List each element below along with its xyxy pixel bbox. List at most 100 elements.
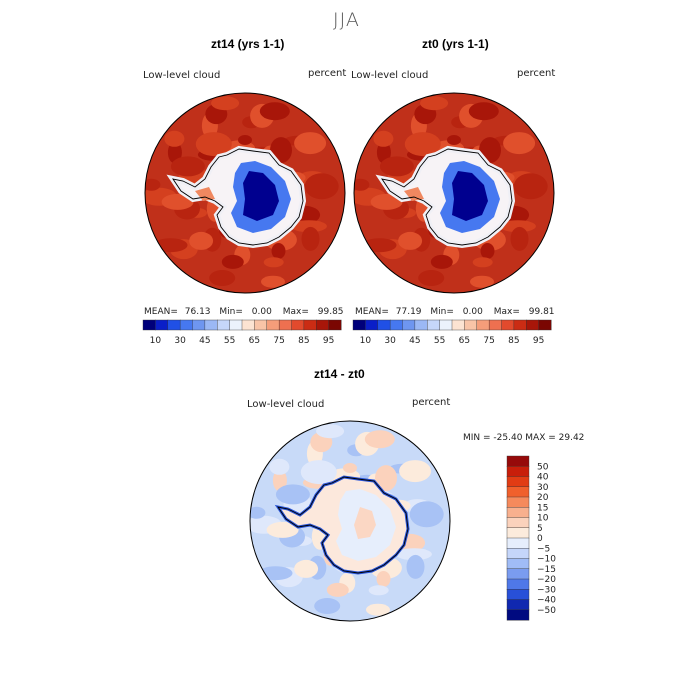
ocean-patch (373, 130, 394, 147)
ocean-patch (259, 102, 290, 121)
ocean-patch (301, 226, 320, 251)
colorbar-swatch (179, 319, 194, 331)
colorbar-tick-label: −30 (537, 585, 556, 595)
panel-1-title: zt14 (yrs 1-1) (211, 37, 285, 51)
colorbar-tick-label: 20 (537, 493, 549, 503)
ocean-patch (447, 135, 461, 145)
season-title: JJA (333, 9, 360, 31)
colorbar-tick-label: 85 (508, 336, 519, 346)
ocean-patch (399, 460, 432, 483)
ocean-patch (261, 275, 285, 288)
colorbar-swatch (506, 568, 530, 580)
ocean-patch (375, 465, 397, 492)
colorbar-tick-label: 65 (459, 336, 470, 346)
colorbar-tick-label: 40 (537, 473, 549, 483)
ocean-patch (499, 220, 536, 233)
colorbar-swatch (526, 319, 540, 331)
ocean-patch (300, 460, 337, 485)
diff-panel-title: zt14 - zt0 (314, 367, 365, 381)
ocean-patch (395, 548, 432, 561)
panel-2-min-label: Min= (430, 307, 454, 317)
colorbar-swatch (506, 589, 530, 601)
colorbar-tick-label: −20 (537, 575, 556, 585)
ocean-patch (368, 585, 389, 596)
colorbar-swatch (328, 319, 342, 331)
ocean-patch (161, 193, 194, 210)
colorbar-swatch (167, 319, 181, 331)
panel-1-map (144, 92, 346, 294)
panel-2-title: zt0 (yrs 1-1) (422, 37, 489, 51)
panel-1-max: 99.85 (317, 307, 344, 317)
ocean-patch (272, 469, 287, 492)
colorbar-swatch (501, 319, 515, 331)
colorbar-tick-label: 65 (249, 336, 260, 346)
colorbar-swatch (414, 319, 428, 331)
panel-1-min: 0.00 (251, 307, 272, 317)
colorbar-tick-label: 55 (434, 336, 445, 346)
colorbar-swatch (365, 319, 379, 331)
colorbar-swatch (506, 558, 530, 570)
antarctic-diff-core (354, 507, 376, 539)
ocean-patch (430, 254, 453, 269)
ocean-patch (510, 226, 529, 251)
ocean-patch (290, 220, 327, 233)
colorbar-swatch (217, 319, 231, 331)
ocean-patch (250, 506, 266, 519)
ocean-patch (326, 582, 349, 597)
ocean-patch (370, 193, 403, 210)
colorbar-tick-label: 5 (537, 524, 543, 534)
colorbar-tick-label: 30 (537, 483, 549, 493)
ocean-patch (275, 484, 310, 505)
colorbar-tick-label: 85 (298, 336, 309, 346)
colorbar-tick-label: 50 (537, 462, 549, 472)
colorbar-swatch (229, 319, 243, 331)
coastline (172, 148, 304, 246)
colorbar-swatch (506, 548, 530, 560)
panel-1-stats: MEAN= 76.13 Min= 0.00 Max= 99.85 (144, 307, 344, 317)
colorbar-swatch (476, 319, 490, 331)
colorbar-swatch (506, 476, 530, 488)
colorbar-tick-label: −10 (537, 555, 556, 565)
panel-2-units: percent (517, 68, 556, 79)
panel-1-mean: 76.13 (184, 307, 211, 317)
map-border (249, 420, 451, 622)
coastline (277, 476, 409, 574)
colorbar-swatch (352, 319, 366, 331)
ocean-patch (195, 132, 232, 157)
ocean-patch (513, 173, 548, 200)
colorbar-tick-label: 10 (360, 336, 372, 346)
colorbar-swatch (278, 319, 293, 331)
ocean-patch (167, 141, 182, 164)
colorbar-swatch (142, 319, 156, 331)
panel-2-variable: Low-level cloud (351, 70, 429, 81)
colorbar-tick-label: 95 (533, 336, 544, 346)
ocean-patch (314, 598, 341, 614)
ocean-patch (258, 566, 293, 581)
colorbar-swatch (266, 319, 280, 331)
colorbar-tick-label: 30 (384, 336, 396, 346)
panel-2-stats: MEAN= 77.19 Min= 0.00 Max= 99.81 (355, 307, 555, 317)
map-border (144, 92, 346, 294)
ocean-patch (404, 132, 441, 157)
colorbar-swatch (402, 319, 416, 331)
colorbar-swatch (451, 319, 465, 331)
coastline (381, 148, 513, 246)
map-border (353, 92, 555, 294)
panel-2-map (353, 92, 555, 294)
colorbar-swatch (204, 319, 218, 331)
antarctic-cloud-min (243, 171, 279, 221)
colorbar-swatch (513, 319, 527, 331)
ocean-patch (409, 501, 444, 528)
colorbar-swatch (538, 319, 552, 331)
panel-2-mean-label: MEAN= (355, 307, 389, 317)
colorbar-tick-label: 75 (273, 336, 284, 346)
ocean-patch (221, 254, 244, 269)
colorbar-tick-label: −40 (537, 596, 556, 606)
colorbar-swatch (506, 507, 530, 519)
colorbar-tick-label: 10 (537, 514, 549, 524)
ocean-patch (209, 270, 236, 286)
panel-2-max-label: Max= (493, 307, 520, 317)
colorbar-tick-label: 10 (150, 336, 162, 346)
colorbar-tick-label: 95 (323, 336, 334, 346)
